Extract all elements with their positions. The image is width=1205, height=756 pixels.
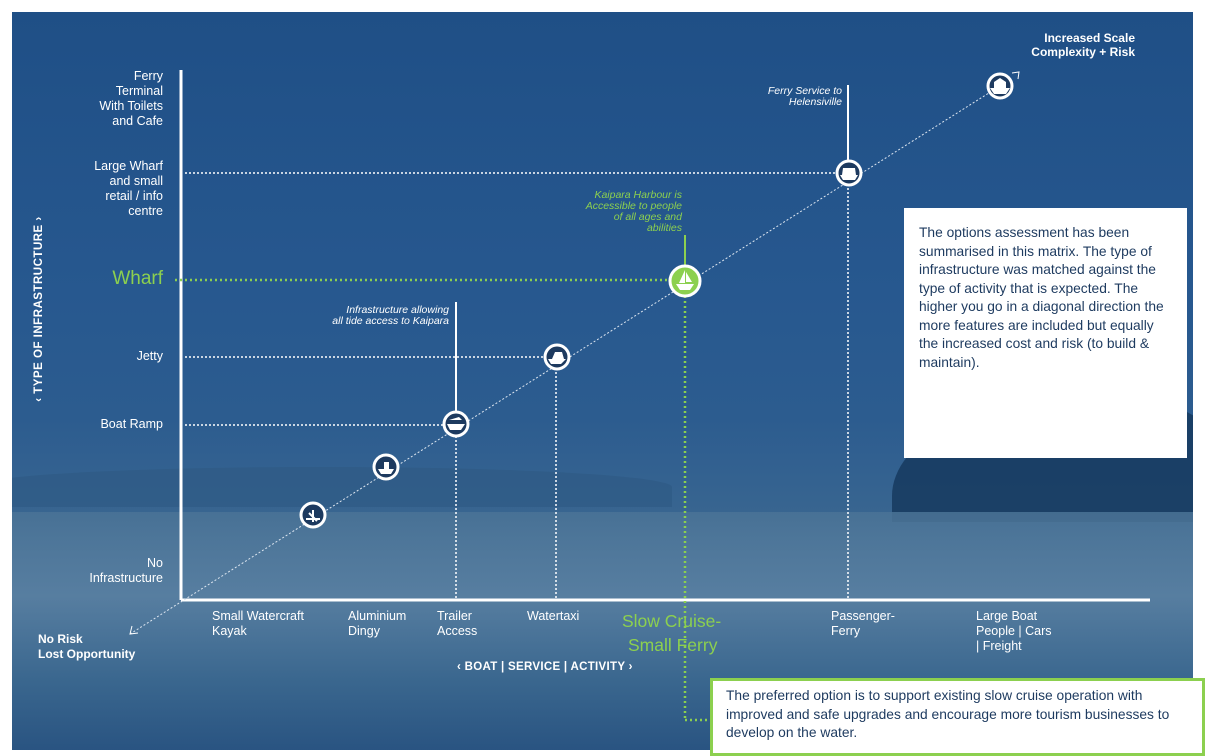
x-label-large-boat: Large Boat People | Cars | Freight: [976, 609, 1052, 653]
x-label-passenger-ferry: Passenger- Ferry: [831, 609, 895, 638]
x-label-slow-cruise: Slow Cruise- Small Ferry: [622, 611, 722, 655]
corner-increased-scale: Increased Scale Complexity + Risk: [1031, 31, 1135, 59]
annotation-kaipara-access: Kaipara Harbour is Accessible to people of…: [585, 189, 682, 234]
annotation-ferry-service: Ferry Service to Helensiville: [767, 85, 842, 108]
watertaxi-marker: [543, 343, 571, 371]
y-label-ferry-terminal: Ferry Terminal With Toilets and Cafe: [99, 69, 163, 128]
x-label-aluminium-dingy: Aluminium Dingy: [348, 609, 407, 638]
preferred-option-box: The preferred option is to support exist…: [710, 678, 1205, 756]
x-label-small-watercraft: Small Watercraft Kayak: [212, 609, 304, 638]
slow-cruise-ferry-icon: [676, 270, 694, 290]
dinghy-marker: [372, 453, 400, 481]
passenger-ferry-icon: [840, 168, 858, 180]
y-label-no-infrastructure: No Infrastructure: [89, 556, 163, 585]
x-label-trailer-access: Trailer Access: [437, 609, 478, 638]
distant-hills: [12, 467, 672, 507]
diagonal-arrow-bottom: [129, 625, 139, 635]
y-axis-title: ‹ TYPE OF INFRASTRUCTURE ›: [33, 216, 45, 402]
info-box-text: The options assessment has been summaris…: [919, 225, 1164, 370]
kayak-marker: [299, 501, 327, 529]
x-label-watertaxi: Watertaxi: [527, 609, 580, 623]
info-box: The options assessment has been summaris…: [904, 208, 1187, 458]
large-ship-icon: [990, 78, 1010, 94]
trailer-boat-marker: [442, 410, 470, 438]
watertaxi-icon: [548, 352, 566, 364]
passenger-ferry-marker: [835, 159, 863, 187]
x-axis-title: ‹ BOAT | SERVICE | ACTIVITY ›: [457, 661, 633, 673]
dinghy-icon: [378, 462, 394, 474]
kayak-icon: [306, 510, 320, 522]
trailer-boat-icon: [447, 417, 465, 430]
y-label-wharf: Wharf: [112, 268, 163, 289]
annotation-tide-access: Infrastructure allowing all tide access t…: [332, 304, 449, 327]
corner-no-risk: No Risk Lost Opportunity: [38, 632, 136, 661]
preferred-option-text: The preferred option is to support exist…: [726, 688, 1170, 740]
y-label-jetty: Jetty: [136, 349, 163, 363]
large-ship-marker: [986, 72, 1014, 100]
slow-cruise-marker: [668, 264, 702, 298]
y-label-large-wharf: Large Wharf and small retail / info centre: [94, 159, 163, 218]
y-label-boat-ramp: Boat Ramp: [100, 417, 163, 431]
diagonal-arrow-top: [1011, 71, 1020, 80]
